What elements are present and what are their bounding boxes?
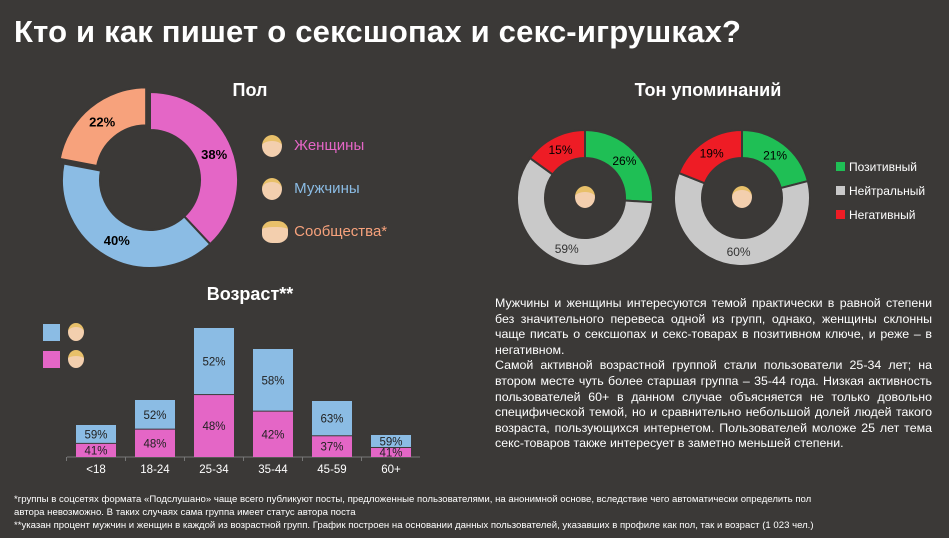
x-tick-label: 35-44 [258, 464, 288, 476]
x-tick-label: 45-59 [317, 464, 346, 476]
bar-label-women: 48% [202, 421, 225, 433]
bar-women [312, 436, 352, 457]
bar-women [135, 429, 175, 457]
legend-men: Мужчины [262, 167, 387, 210]
slice-label: 59% [555, 242, 579, 256]
legend-women [43, 350, 84, 369]
bar-label-women: 41% [84, 445, 107, 457]
x-tick-label: 18-24 [140, 464, 170, 476]
tone-donut-women: 26% 59% 15% [516, 128, 654, 267]
bar-label-men: 52% [143, 410, 166, 422]
age-legend [43, 323, 84, 369]
description-text: Мужчины и женщины интересуются темой пра… [495, 296, 932, 451]
woman-icon [262, 135, 282, 158]
bar-women [194, 395, 234, 457]
tone-legend: Позитивный Нейтральный Негативный [836, 155, 925, 227]
bar-women [253, 411, 293, 457]
x-tick-label: <18 [86, 464, 106, 476]
slice-Сообщества* [58, 86, 148, 168]
bar-men [312, 401, 352, 436]
slice-label: 19% [700, 146, 724, 160]
bar-women [76, 443, 116, 457]
bar-label-men: 63% [320, 414, 343, 426]
legend-positive: Позитивный [836, 155, 925, 179]
bar-women [371, 447, 411, 457]
bar-label-men: 58% [261, 375, 284, 387]
bar-men [76, 425, 116, 443]
slice-label: 15% [548, 143, 572, 157]
bar-label-women: 42% [261, 429, 284, 441]
slice-label: 26% [612, 154, 636, 168]
footnote-1: *группы в соцсетях формата «Подслушано» … [14, 494, 812, 505]
legend-negative: Негативный [836, 203, 925, 227]
woman-icon [575, 186, 595, 208]
page-title: Кто и как пишет о сексшопах и секс-игруш… [14, 14, 742, 49]
gender-legend: Женщины Мужчины Сообщества* [262, 124, 387, 253]
bar-men [194, 328, 234, 395]
x-tick-label: 25-34 [199, 464, 229, 476]
gender-donut: 38% 40% 22% [58, 86, 239, 269]
bar-label-women: 37% [320, 442, 343, 454]
tone-chart-title: Тон упоминаний [634, 80, 782, 100]
man-icon [68, 323, 84, 341]
slice-Нейтральный [516, 156, 654, 267]
footnote-2: **указан процент мужчин и женщин в каждо… [14, 520, 814, 531]
man-icon [732, 186, 752, 208]
bar-men [253, 349, 293, 411]
woman-icon [68, 350, 84, 369]
legend-neutral: Нейтральный [836, 179, 925, 203]
bar-men [135, 400, 175, 429]
slice-Женщины [149, 90, 239, 246]
gender-chart-title: Пол [232, 80, 268, 100]
bar-label-men: 59% [84, 429, 107, 441]
legend-communities: Сообщества* [262, 210, 387, 253]
group-icon [262, 221, 288, 244]
bar-label-women: 41% [379, 447, 402, 459]
slice-label: 21% [763, 148, 787, 162]
legend-men [43, 323, 84, 341]
slice-label: 60% [727, 245, 751, 259]
bar-men [371, 435, 411, 447]
tone-donut-men: 21% 60% 19% [673, 128, 811, 267]
x-tick-label: 60+ [381, 464, 401, 476]
bar-label-men: 59% [379, 436, 402, 448]
age-chart-title: Возраст** [206, 284, 294, 304]
slice-label: 40% [104, 233, 130, 248]
slice-Негативный [677, 128, 743, 185]
legend-women: Женщины [262, 124, 387, 167]
slice-Нейтральный [673, 171, 811, 267]
footnote-1b: автора невозможно. В таких случаях сама … [14, 507, 356, 518]
slice-label: 38% [201, 147, 227, 162]
bar-label-women: 48% [143, 438, 166, 450]
slice-label: 22% [89, 115, 115, 130]
bar-label-men: 52% [202, 357, 225, 369]
age-bar-chart: 41%59%<1848%52%18-2448%52%25-3442%58%35-… [66, 328, 420, 476]
slice-Негативный [528, 128, 586, 176]
slice-Мужчины [61, 162, 212, 269]
man-icon [262, 178, 282, 201]
